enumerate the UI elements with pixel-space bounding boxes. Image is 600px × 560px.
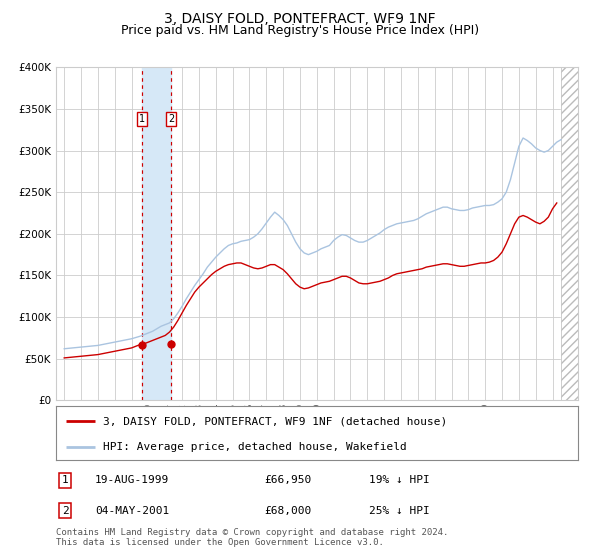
Text: Price paid vs. HM Land Registry's House Price Index (HPI): Price paid vs. HM Land Registry's House … [121, 24, 479, 36]
Text: HPI: Average price, detached house, Wakefield: HPI: Average price, detached house, Wake… [103, 442, 407, 452]
Text: 3, DAISY FOLD, PONTEFRACT, WF9 1NF: 3, DAISY FOLD, PONTEFRACT, WF9 1NF [164, 12, 436, 26]
Text: 3, DAISY FOLD, PONTEFRACT, WF9 1NF (detached house): 3, DAISY FOLD, PONTEFRACT, WF9 1NF (deta… [103, 416, 447, 426]
Text: £68,000: £68,000 [265, 506, 312, 516]
Text: 25% ↓ HPI: 25% ↓ HPI [369, 506, 430, 516]
Text: Contains HM Land Registry data © Crown copyright and database right 2024.
This d: Contains HM Land Registry data © Crown c… [56, 528, 448, 548]
Text: 2: 2 [62, 506, 68, 516]
Text: 1: 1 [139, 114, 145, 124]
Text: 04-MAY-2001: 04-MAY-2001 [95, 506, 169, 516]
Bar [142, 67, 171, 400]
Text: 1: 1 [62, 475, 68, 486]
Text: £66,950: £66,950 [265, 475, 312, 486]
Text: 2: 2 [168, 114, 174, 124]
Bar [561, 67, 578, 400]
Text: 19-AUG-1999: 19-AUG-1999 [95, 475, 169, 486]
Bar [561, 67, 578, 400]
Text: 19% ↓ HPI: 19% ↓ HPI [369, 475, 430, 486]
